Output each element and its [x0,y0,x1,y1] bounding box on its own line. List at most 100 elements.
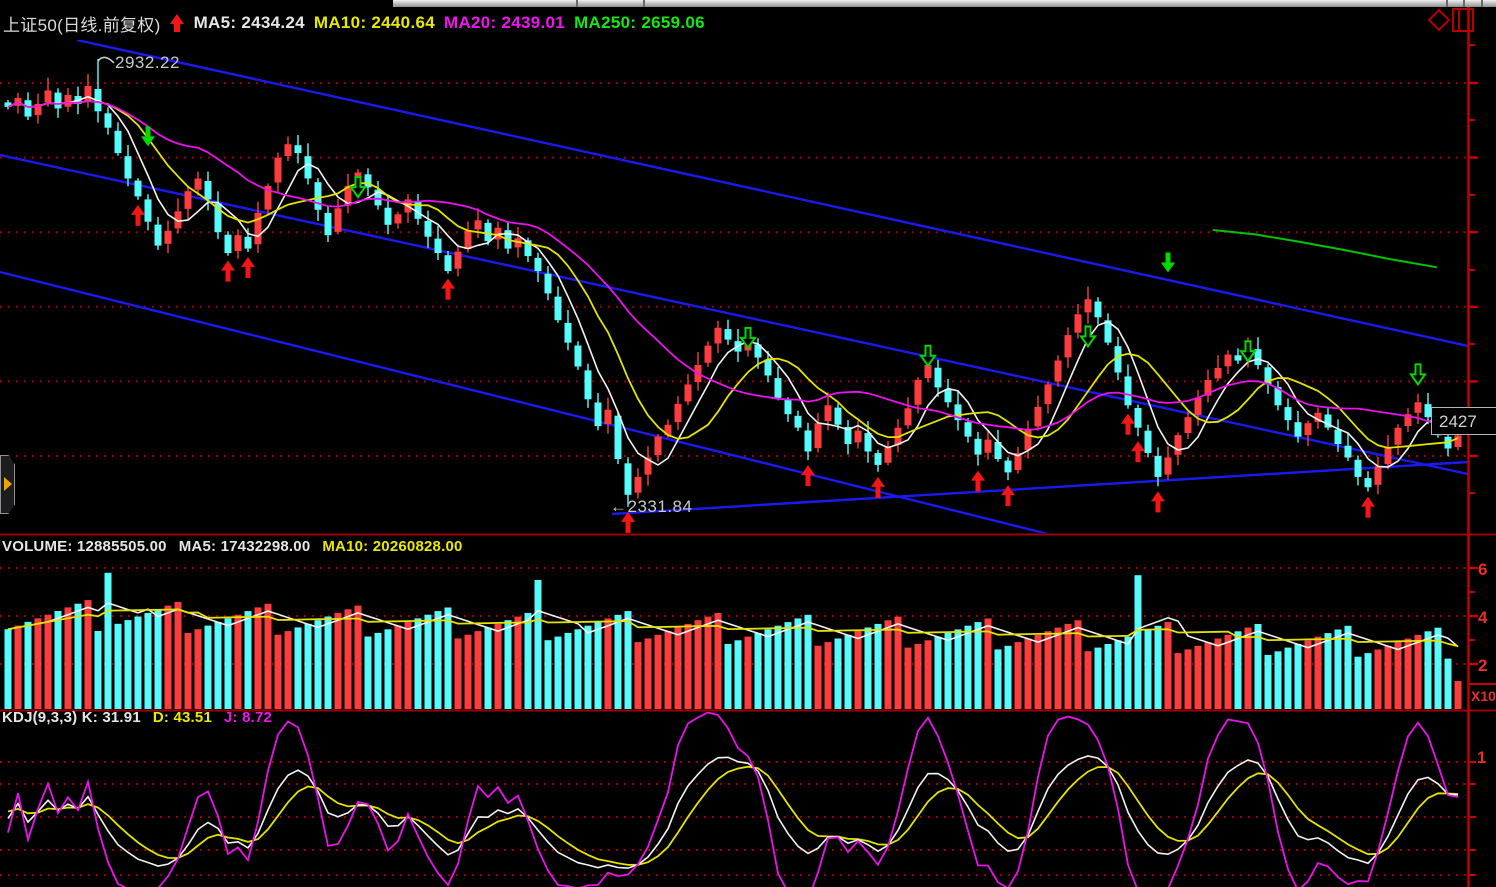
candle [234,235,242,251]
buy-signal-arrow [221,260,235,282]
candle [184,191,192,209]
volume-bar [1024,638,1032,709]
volume-bar [1434,627,1442,709]
volume-axis-label-6: 6 [1478,560,1488,579]
volume-value[interactable]: VOLUME: 12885505.00 [2,538,167,555]
candle [874,453,882,465]
strip-notch [1446,0,1448,7]
volume-bar [1044,631,1052,709]
candles-layer[interactable] [4,59,1462,507]
volume-bars-layer[interactable] [4,572,1462,709]
candle [984,439,992,453]
ma20-value[interactable]: MA20: 2439.01 [443,13,566,32]
volume-ma10-value[interactable]: MA10: 20260828.00 [322,538,463,555]
volume-bar [4,629,12,709]
volume-bar [664,631,672,709]
volume-bar [354,605,362,709]
left-panel-toggle[interactable] [0,455,15,514]
candle [714,327,722,344]
volume-bar [1234,631,1242,709]
split-window-icon[interactable] [1452,8,1474,32]
volume-bar [934,636,942,709]
kdj-j-value[interactable]: J: 8.72 [224,709,273,726]
sell-signal-arrow [349,176,367,199]
candle [1004,460,1012,473]
candle [954,404,962,421]
kdj-d-value[interactable]: D: 43.51 [152,709,212,726]
candle [44,90,52,103]
candle [1174,435,1182,455]
volume-bar [754,633,762,709]
volume-bar [164,605,172,709]
candle [274,157,282,183]
volume-bar [474,631,482,709]
candle [1094,301,1102,318]
volume-bar [1254,624,1262,709]
volume-bar [1174,653,1182,709]
volume-bar [1084,651,1092,709]
candle [1134,408,1142,428]
candle [934,367,942,388]
candle [674,403,682,423]
volume-ma5-value[interactable]: MA5: 17432298.00 [178,538,311,555]
candle [424,220,432,237]
candle [574,345,582,367]
volume-bar [904,647,912,709]
volume-bar [244,611,252,709]
up-arrow-icon [169,13,185,33]
volume-bar [774,625,782,709]
buy-signal-arrow [241,257,255,279]
candle [794,415,802,428]
volume-bar [444,607,452,709]
volume-bar [1134,575,1142,709]
candle [414,201,422,219]
candle [1074,314,1082,333]
volume-bar [114,623,122,709]
trend-lines[interactable] [0,40,1468,535]
candle [204,181,212,200]
candle [1354,459,1362,477]
ma5-line [7,95,1459,468]
volume-bar [714,613,722,709]
candle [1414,402,1422,413]
volume-bar [744,636,752,709]
volume-bar [294,627,302,709]
volume-bar [74,603,82,709]
candle [474,220,482,230]
volume-bar [264,603,272,709]
volume-bar [1454,681,1462,709]
candle [1224,354,1232,367]
window-top-strip [393,0,1496,7]
volume-bar [404,622,412,709]
candle [64,94,72,107]
candle [634,476,642,493]
candle [764,359,772,376]
candle [1344,445,1352,458]
kdj-k-line [7,755,1459,869]
volume-bar [204,625,212,709]
volume-bar [484,627,492,709]
ma250-value[interactable]: MA250: 2659.06 [574,13,705,32]
candle [1144,430,1152,453]
candle [374,189,382,206]
ma5-value[interactable]: MA5: 2434.24 [193,13,305,32]
kdj-k-value[interactable]: KDJ(9,3,3) K: 31.91 [2,709,141,726]
volume-bar [594,622,602,709]
kdj-axis-label: 1 [1477,748,1487,767]
volume-bar [984,618,992,709]
candle [754,344,762,358]
candle [1014,453,1022,471]
volume-bar [1374,649,1382,709]
volume-bar [1004,645,1012,709]
volume-bar [544,640,552,709]
candle [34,103,42,116]
candle [824,405,832,422]
volume-bar [1144,629,1152,709]
volume-bar [824,642,832,709]
volume-bar [344,609,352,709]
volume-bar [864,627,872,709]
ma10-value[interactable]: MA10: 2440.64 [313,13,435,32]
candle [854,430,862,443]
volume-bar [1204,642,1212,709]
